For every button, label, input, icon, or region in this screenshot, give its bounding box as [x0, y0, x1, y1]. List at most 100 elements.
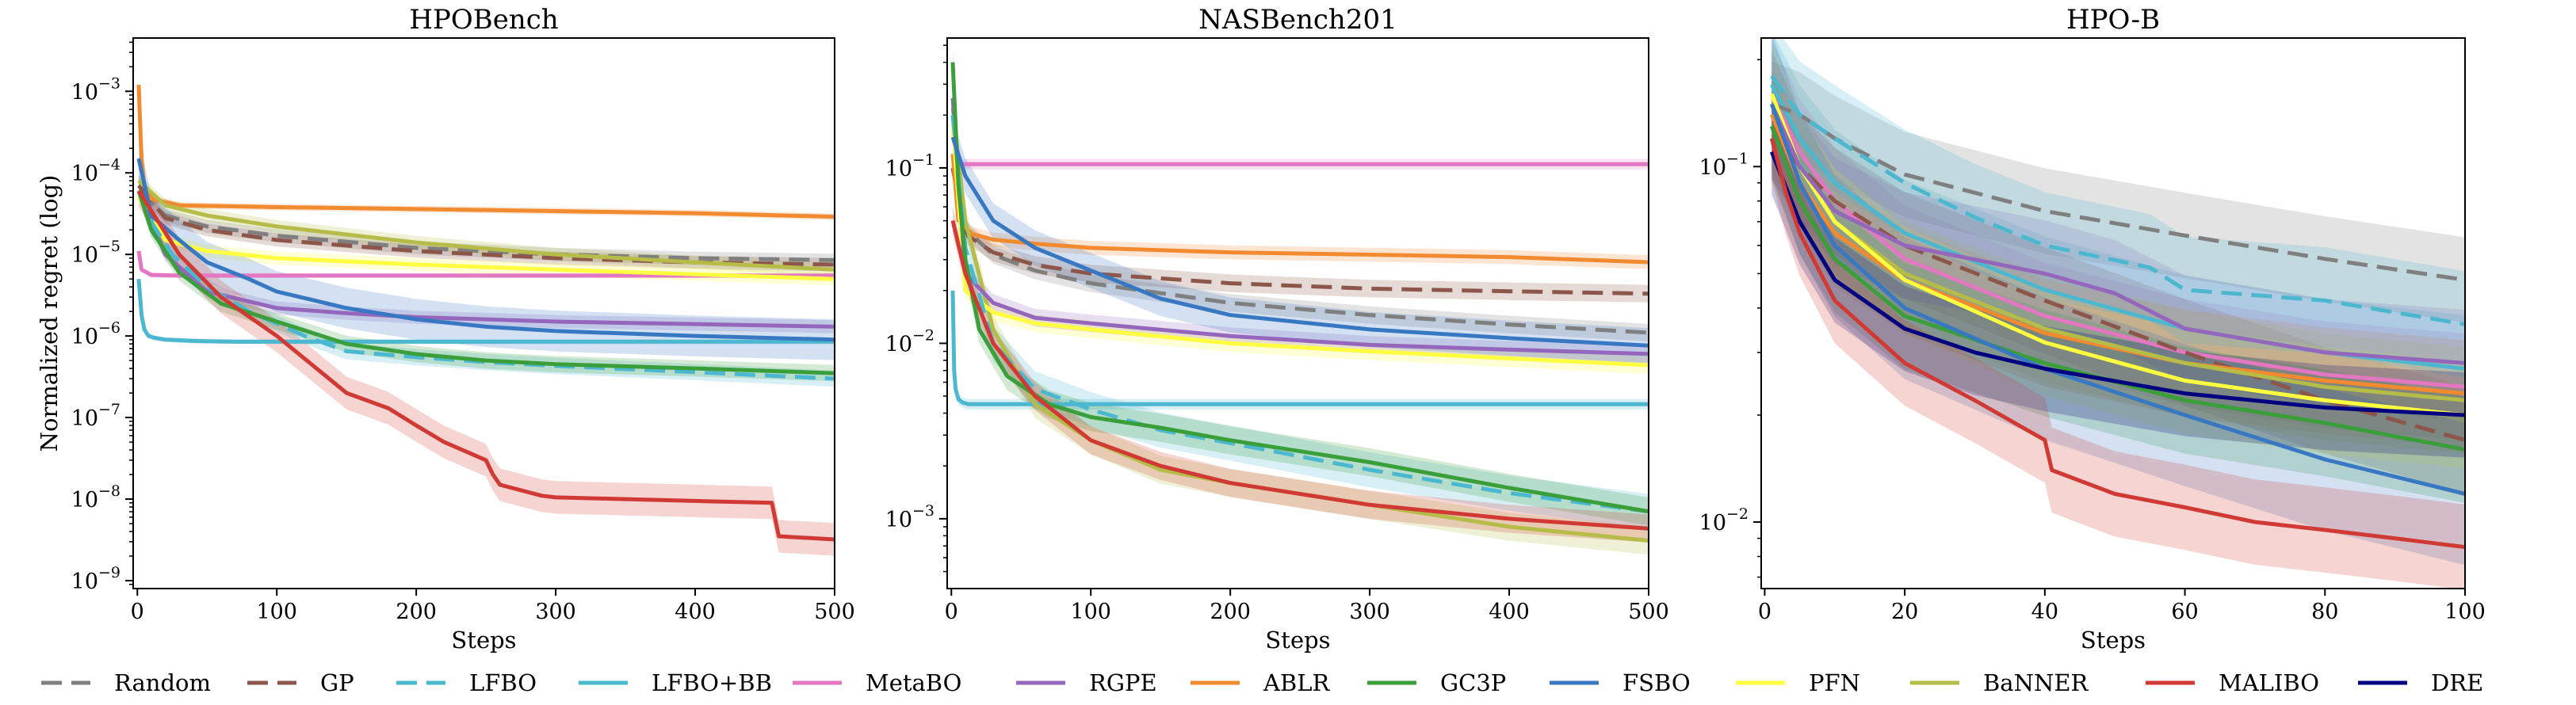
axes-frame	[946, 37, 1649, 589]
band-ablr	[139, 82, 835, 220]
line-lfbo-bb	[136, 279, 835, 344]
band-rgpe	[1771, 51, 2465, 417]
y-tick-label: 10	[71, 488, 98, 513]
x-axis-label: Steps	[1265, 627, 1330, 654]
legend-item-dre: DRE	[2358, 669, 2483, 696]
legend-label: DRE	[2431, 669, 2483, 696]
chart-title: HPOBench	[409, 4, 558, 36]
legend-label: PFN	[1809, 669, 1860, 696]
band-pfn	[1771, 40, 2465, 469]
plot-area	[1769, 38, 2465, 589]
chart-title: NASBench201	[1198, 4, 1397, 36]
legend-item-metabo: MetaBO	[793, 669, 961, 696]
y-tick-exponent: −6	[98, 319, 120, 337]
line-rgpe	[1770, 103, 2465, 365]
band-gp	[139, 178, 835, 272]
x-tick-label: 0	[131, 600, 144, 624]
line-gc3p	[950, 62, 1649, 514]
line-ablr	[950, 154, 1649, 265]
y-tick-label: 10	[885, 157, 912, 181]
band-gp	[1771, 72, 2465, 494]
x-axis-label: Steps	[2081, 627, 2146, 654]
y-tick-label: 10	[71, 243, 98, 268]
legend-label: LFBO+BB	[652, 669, 772, 696]
x-tick-label: 200	[396, 600, 437, 624]
line-gp	[1770, 124, 2465, 443]
y-tick-label: 10	[71, 325, 98, 349]
band-lfbo	[1771, 38, 2465, 378]
band-pfn	[139, 191, 835, 286]
band-fsbo	[1771, 38, 2465, 566]
legend-label: LFBO	[469, 669, 537, 696]
y-tick-exponent: −1	[1726, 150, 1749, 167]
y-tick-exponent: −8	[98, 482, 120, 500]
legend-label: Random	[114, 669, 211, 696]
line-rgpe	[136, 190, 835, 329]
line-metabo	[136, 250, 835, 278]
legend-label: MALIBO	[2219, 669, 2319, 696]
band-random	[953, 145, 1649, 341]
band-random	[1771, 61, 2465, 323]
legend-label: ABLR	[1263, 669, 1331, 696]
plot-area	[950, 48, 1649, 555]
line-banner	[137, 179, 835, 272]
axes-frame	[1760, 37, 2466, 589]
x-tick-label: 200	[1210, 600, 1251, 624]
legend-item-gc3p: GC3P	[1367, 669, 1506, 696]
line-malibo	[950, 220, 1649, 531]
y-tick-label: 10	[1699, 155, 1726, 180]
legend-item-banner: BaNNER	[1910, 669, 2089, 696]
band-ablr	[1771, 61, 2465, 448]
line-gp	[950, 167, 1649, 296]
y-tick-exponent: −4	[98, 156, 120, 173]
legend-item-malibo: MALIBO	[2146, 669, 2319, 696]
legend-label: FSBO	[1622, 669, 1691, 696]
legend-label: MetaBO	[866, 669, 961, 696]
y-tick-label: 10	[71, 570, 98, 594]
legend-item-ablr: ABLR	[1191, 669, 1331, 696]
band-gp	[953, 158, 1649, 303]
plot-area	[136, 82, 835, 556]
x-tick-label: 0	[945, 600, 958, 624]
x-tick-label: 300	[1349, 600, 1390, 624]
band-lfbo-bb	[1771, 38, 2465, 422]
x-tick-label: 400	[675, 600, 716, 624]
line-random	[950, 153, 1649, 335]
legend-item-lfbo: LFBO	[396, 669, 537, 696]
legend-item-lfbo-bb: LFBO+BB	[579, 669, 772, 696]
x-tick-label: 400	[1489, 600, 1530, 624]
y-tick-exponent: −1	[912, 151, 934, 169]
legend-label: RGPE	[1089, 669, 1157, 696]
y-tick-exponent: −9	[98, 564, 120, 581]
line-fsbo	[950, 136, 1649, 348]
band-banner	[1771, 51, 2465, 454]
y-axis-label: Normalized regret (log)	[36, 175, 63, 452]
legend: Random GP LFBO LFBO+BB MetaBO RGPE ABLR GC3P FSB…	[41, 669, 2483, 696]
y-tick-exponent: −2	[1726, 505, 1749, 523]
line-dre	[1769, 151, 2465, 417]
x-tick-label: 500	[814, 600, 855, 624]
line-lfbo-bb	[950, 290, 1649, 406]
x-tick-label: 500	[1628, 600, 1669, 624]
x-tick-label: 40	[2031, 600, 2058, 624]
y-tick-exponent: −3	[98, 74, 120, 92]
x-tick-label: 80	[2311, 600, 2338, 624]
line-metabo	[1770, 93, 2465, 389]
x-axis-label: Steps	[451, 627, 516, 654]
x-tick-label: 100	[2444, 600, 2486, 624]
line-lfbo	[136, 190, 835, 381]
y-tick-exponent: −5	[98, 238, 120, 255]
legend-item-rgpe: RGPE	[1016, 669, 1157, 696]
line-malibo	[1769, 138, 2465, 550]
x-tick-label: 300	[535, 600, 576, 624]
band-ablr	[953, 147, 1649, 269]
y-tick-exponent: −7	[98, 401, 120, 418]
legend-label: BaNNER	[1983, 669, 2089, 696]
y-tick-exponent: −2	[912, 326, 934, 344]
y-tick-label: 10	[71, 406, 98, 431]
band-fsbo	[953, 119, 1649, 364]
line-lfbo	[950, 115, 1649, 514]
